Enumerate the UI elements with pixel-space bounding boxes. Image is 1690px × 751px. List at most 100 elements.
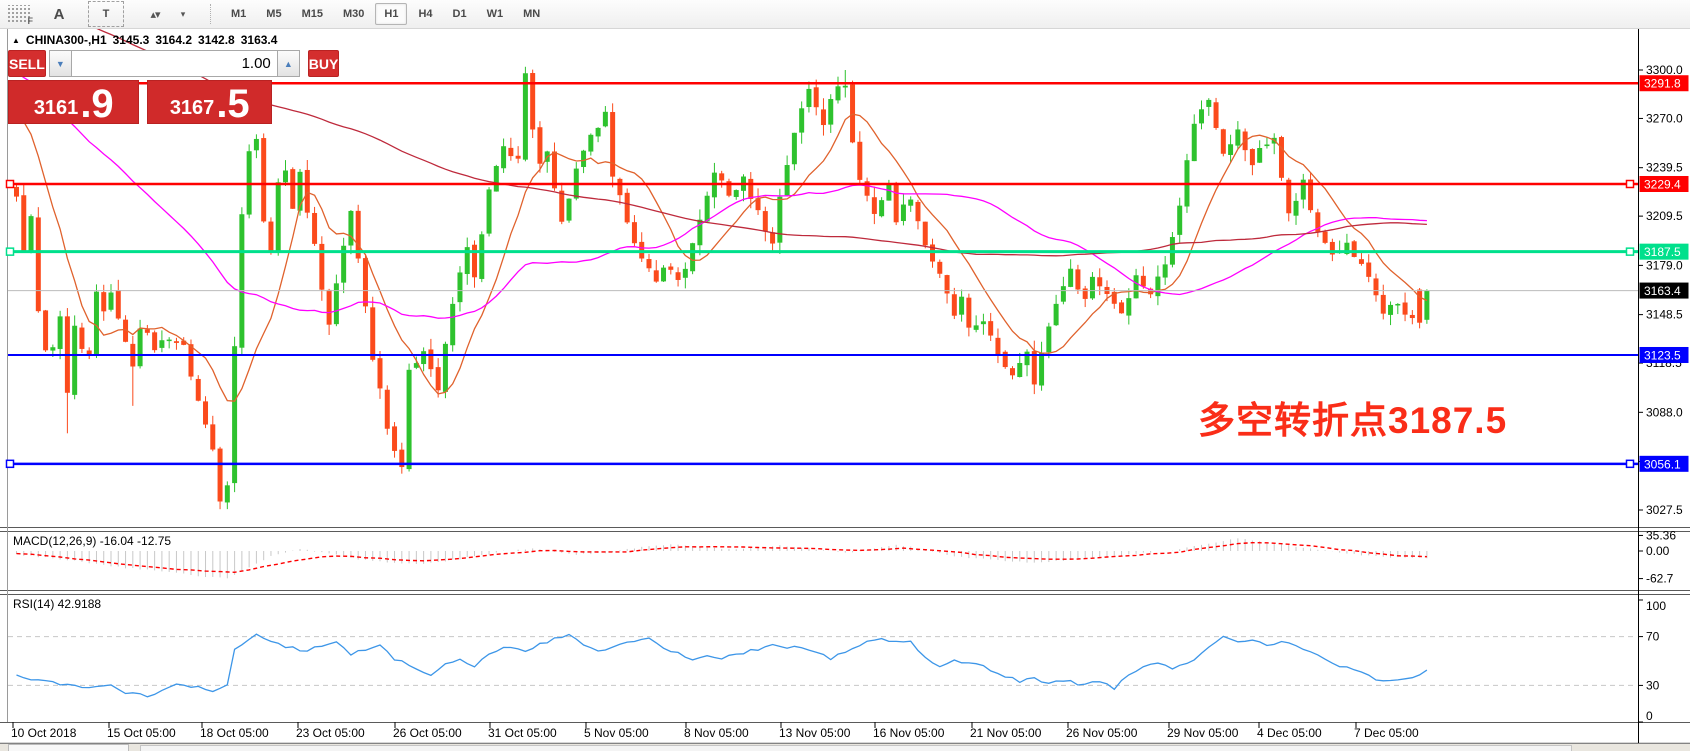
caret-down-icon[interactable]: ▾ [180, 8, 186, 19]
time-axis-label: 23 Oct 05:00 [296, 726, 365, 740]
sell-price-frac: .9 [80, 82, 114, 127]
ohlc-close: 3163.4 [240, 33, 278, 47]
time-axis-label: 10 Oct 2018 [11, 726, 77, 740]
tab-h4[interactable]: H4 [418, 8, 433, 20]
price-axis-label: 3239.5 [1646, 161, 1683, 175]
macd-axis-label: -62.7 [1646, 572, 1674, 586]
time-axis-label: 13 Nov 05:00 [779, 726, 851, 740]
ohlc-high: 3164.2 [155, 33, 193, 47]
text-box-icon[interactable]: T [88, 1, 124, 27]
collapse-triangle-icon[interactable]: ▲ [12, 35, 20, 45]
time-axis-label: 16 Nov 05:00 [873, 726, 945, 740]
toolbar-separator [210, 4, 211, 24]
price-badge [1639, 175, 1689, 192]
rsi-line [16, 633, 1428, 698]
price-axis-label: 3300.0 [1646, 63, 1683, 77]
macd-axis: 35.36 0.00 -62.7 [1638, 528, 1676, 586]
arrange-objects-icon[interactable]: ▴▾ [150, 8, 160, 21]
volume-stepper: ▼ ▲ [48, 50, 300, 77]
time-axis-label: 29 Nov 05:00 [1167, 726, 1239, 740]
price-axis-label: 3270.0 [1646, 111, 1683, 125]
time-axis-label: 15 Oct 05:00 [107, 726, 176, 740]
rsi-axis-label: 30 [1646, 678, 1660, 692]
time-axis-label: 21 Nov 05:00 [970, 726, 1042, 740]
time-axis-label: 8 Nov 05:00 [684, 726, 749, 740]
ohlc-open: 3145.3 [112, 33, 150, 47]
price-axis-label: 3027.5 [1646, 503, 1683, 517]
price-axis-label: 3209.5 [1646, 209, 1683, 223]
macd-indicator-label: MACD(12,26,9) -16.04 -12.75 [13, 534, 172, 548]
macd-axis-label: 35.36 [1646, 528, 1676, 542]
buy-price[interactable]: 3167 .5 [147, 80, 272, 124]
toolbar: F A T ▴▾ ▾ M1 M5 M15 M30 H1 H4 D1 W1 MN [0, 0, 1690, 29]
sell-button[interactable]: SELL [8, 50, 46, 77]
svg-text:3163.4: 3163.4 [1644, 284, 1681, 298]
tab-m5[interactable]: M5 [266, 8, 282, 20]
price-badge [1639, 346, 1689, 363]
time-axis-label: 4 Dec 05:00 [1257, 726, 1322, 740]
buy-price-main: 3167 [169, 97, 215, 119]
rsi-axis: 100 70 30 0 [1638, 599, 1666, 723]
time-axis-label: 18 Oct 05:00 [200, 726, 269, 740]
rsi-levels [8, 636, 1637, 686]
sell-price[interactable]: 3161 .9 [8, 80, 140, 127]
time-axis-label: 26 Nov 05:00 [1066, 726, 1138, 740]
buy-button[interactable]: BUY [307, 50, 340, 77]
macd-signal-line [16, 541, 1427, 574]
tab-m30[interactable]: M30 [342, 8, 365, 20]
rsi-indicator-label: RSI(14) 42.9188 [13, 597, 102, 611]
indicators-grid-icon[interactable]: F [6, 5, 33, 26]
rsi-axis-label: 70 [1646, 630, 1660, 644]
chart-title: ▲ CHINA300-,H1 3145.3 3164.2 3142.8 3163… [12, 33, 277, 47]
tab-h1[interactable]: H1 [375, 3, 408, 25]
time-axis-label: 5 Nov 05:00 [584, 726, 649, 740]
price-badge [1639, 282, 1689, 299]
volume-input[interactable] [71, 50, 277, 77]
macd-pane [16, 538, 1428, 579]
ohlc-low: 3142.8 [198, 33, 235, 47]
tab-mn[interactable]: MN [523, 8, 541, 20]
svg-text:3187.5: 3187.5 [1644, 245, 1681, 259]
price-axis-label: 3179.0 [1646, 258, 1683, 272]
pane-borders [0, 29, 1690, 744]
trade-panel-price-row: 3161 .9 3167 .5 [8, 80, 272, 124]
svg-text:3056.1: 3056.1 [1644, 457, 1681, 471]
svg-text:3291.8: 3291.8 [1644, 77, 1681, 91]
horizontal-lines [5, 81, 1638, 469]
tab-d1[interactable]: D1 [452, 8, 467, 20]
ma-fast [15, 105, 1428, 402]
buy-price-frac: .5 [216, 82, 250, 127]
time-axis-label: 31 Oct 05:00 [488, 726, 557, 740]
tab-w1[interactable]: W1 [486, 8, 504, 20]
price-badge [1639, 455, 1689, 472]
svg-text:3229.4: 3229.4 [1644, 177, 1681, 191]
volume-increase-button[interactable]: ▲ [276, 50, 300, 77]
tab-m1[interactable]: M1 [231, 8, 247, 20]
macd-axis-label: 0.00 [1646, 544, 1670, 558]
volume-decrease-button[interactable]: ▼ [48, 50, 72, 77]
price-axis-label: 3148.5 [1646, 308, 1683, 322]
price-axis-label: 3088.0 [1646, 405, 1683, 419]
price-badge [1639, 75, 1689, 92]
text-label-icon[interactable]: A [53, 5, 65, 23]
rsi-axis-label: 0 [1646, 709, 1653, 723]
time-axis-label: 7 Dec 05:00 [1354, 726, 1419, 740]
price-badge [1639, 243, 1689, 260]
bottom-tab-strip [0, 744, 1690, 751]
ma-mid [16, 71, 1427, 319]
tab-m15[interactable]: M15 [301, 8, 323, 20]
time-axis-label: 26 Oct 05:00 [393, 726, 462, 740]
time-axis: 10 Oct 2018 15 Oct 05:00 18 Oct 05:00 23 Oc… [11, 722, 1419, 740]
svg-text:3123.5: 3123.5 [1644, 348, 1681, 362]
sell-price-main: 3161 [33, 97, 79, 119]
one-click-trade-panel: SELL ▼ ▲ BUY 3161 .9 3167 .5 [8, 50, 340, 124]
rsi-axis-label: 100 [1646, 599, 1666, 613]
symbol-name: CHINA300-,H1 [25, 33, 107, 47]
trade-panel-top-row: SELL ▼ ▲ BUY [8, 50, 340, 77]
horizontal-scrollbar[interactable] [140, 745, 1572, 751]
chart-tab[interactable] [8, 744, 129, 751]
annotation-text: 多空转折点3187.5 [1198, 400, 1508, 441]
price-axis: 3300.03270.03239.53209.53179.03148.53118… [1638, 63, 1689, 517]
